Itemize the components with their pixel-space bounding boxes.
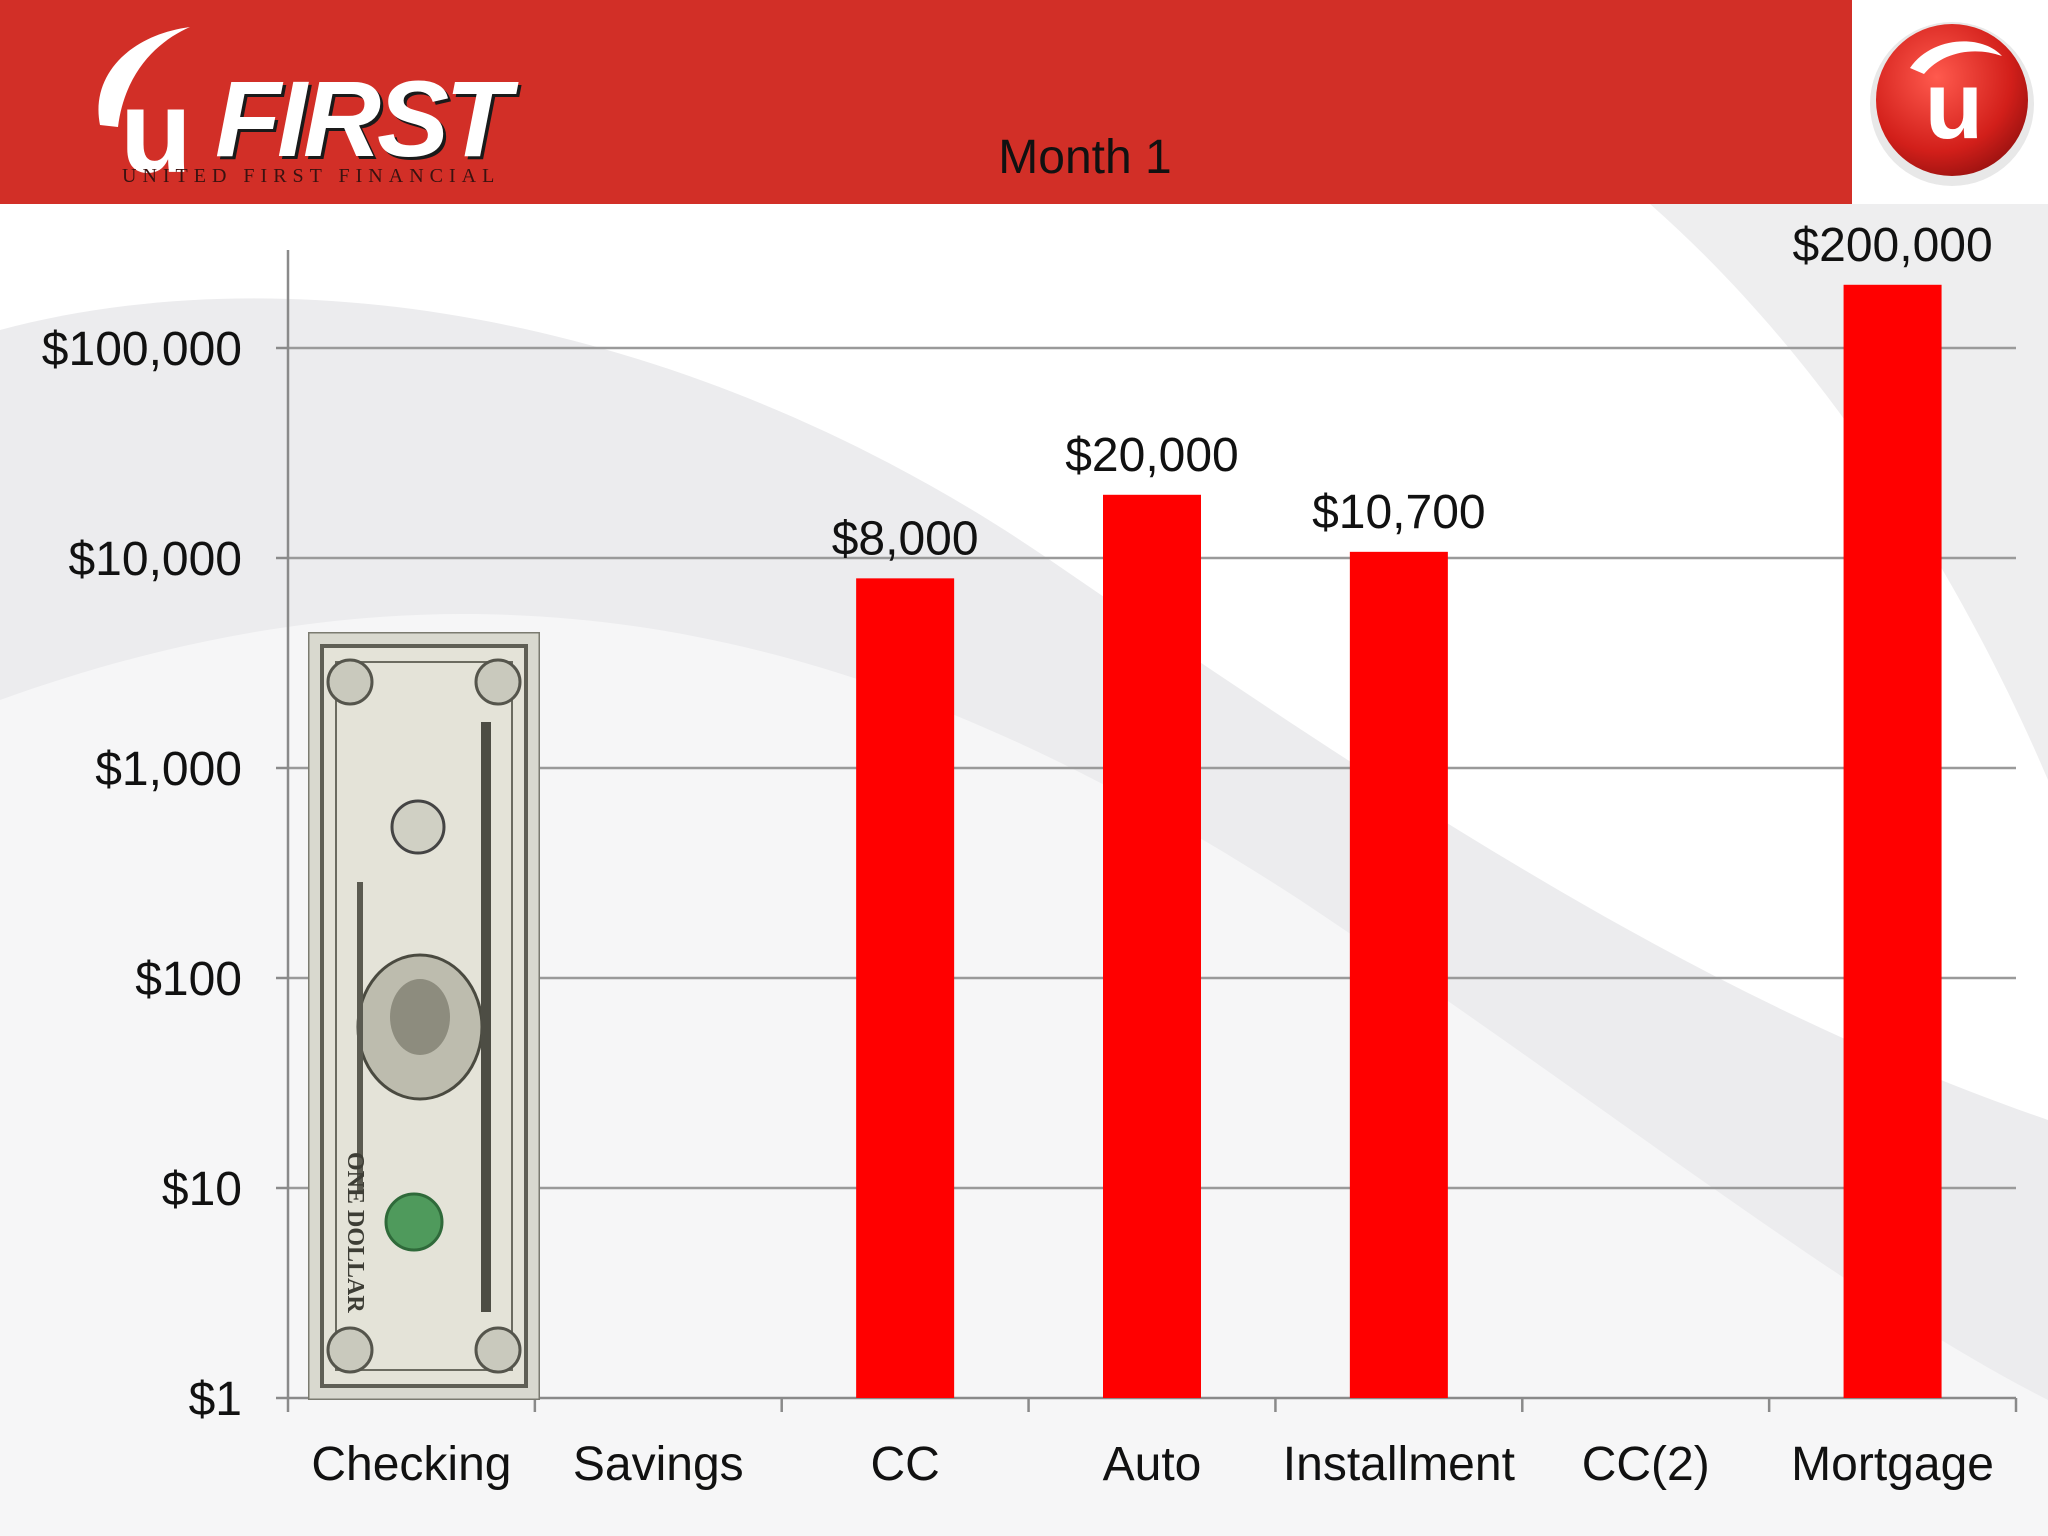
xtick-label: Checking — [311, 1438, 511, 1491]
data-label: $10,700 — [1312, 486, 1486, 539]
logo-wordmark: FIRST — [215, 58, 511, 179]
bill-caption: ONE DOLLAR — [342, 1152, 368, 1313]
data-label: $8,000 — [832, 512, 979, 565]
header-band: u FIRST UNITED FIRST FINANCIAL Month 1 — [0, 0, 1852, 204]
bar — [1103, 494, 1201, 1398]
logo-swirl-icon — [98, 27, 190, 127]
ufirst-badge-icon: u — [1870, 22, 2034, 186]
data-label: $20,000 — [1065, 429, 1239, 482]
xtick-label: Auto — [1103, 1438, 1202, 1491]
brand-logo: u FIRST UNITED FIRST FINANCIAL — [80, 15, 511, 198]
bars — [856, 284, 1942, 1398]
one-dollar-bill-icon: ONE DOLLAR — [308, 632, 540, 1400]
bar — [1349, 551, 1448, 1398]
ytick-label: $10,000 — [68, 533, 242, 586]
xtick-label: CC — [870, 1438, 939, 1491]
ytick-label: $10 — [162, 1163, 242, 1216]
bar — [856, 578, 955, 1398]
corner-logo-mark: u — [1925, 52, 1984, 159]
ytick-label: $1 — [189, 1373, 242, 1426]
xtick-label: CC(2) — [1582, 1438, 1710, 1491]
data-label: $200,000 — [1792, 219, 1992, 272]
logo-mark: u — [120, 66, 193, 198]
labels: $1 $10 $100 $1,000 $10,000 $100,000 Checking Sa… — [42, 219, 1994, 1491]
xtick-label: Savings — [573, 1438, 744, 1491]
page-title: Month 1 — [998, 131, 1172, 184]
ytick-label: $100 — [135, 953, 242, 1006]
bar — [1843, 284, 1942, 1398]
logo-tagline: UNITED FIRST FINANCIAL — [122, 165, 501, 187]
xtick-label: Mortgage — [1791, 1438, 1994, 1491]
ytick-label: $100,000 — [42, 323, 242, 376]
ytick-label: $1,000 — [95, 743, 242, 796]
xtick-label: Installment — [1283, 1438, 1515, 1491]
